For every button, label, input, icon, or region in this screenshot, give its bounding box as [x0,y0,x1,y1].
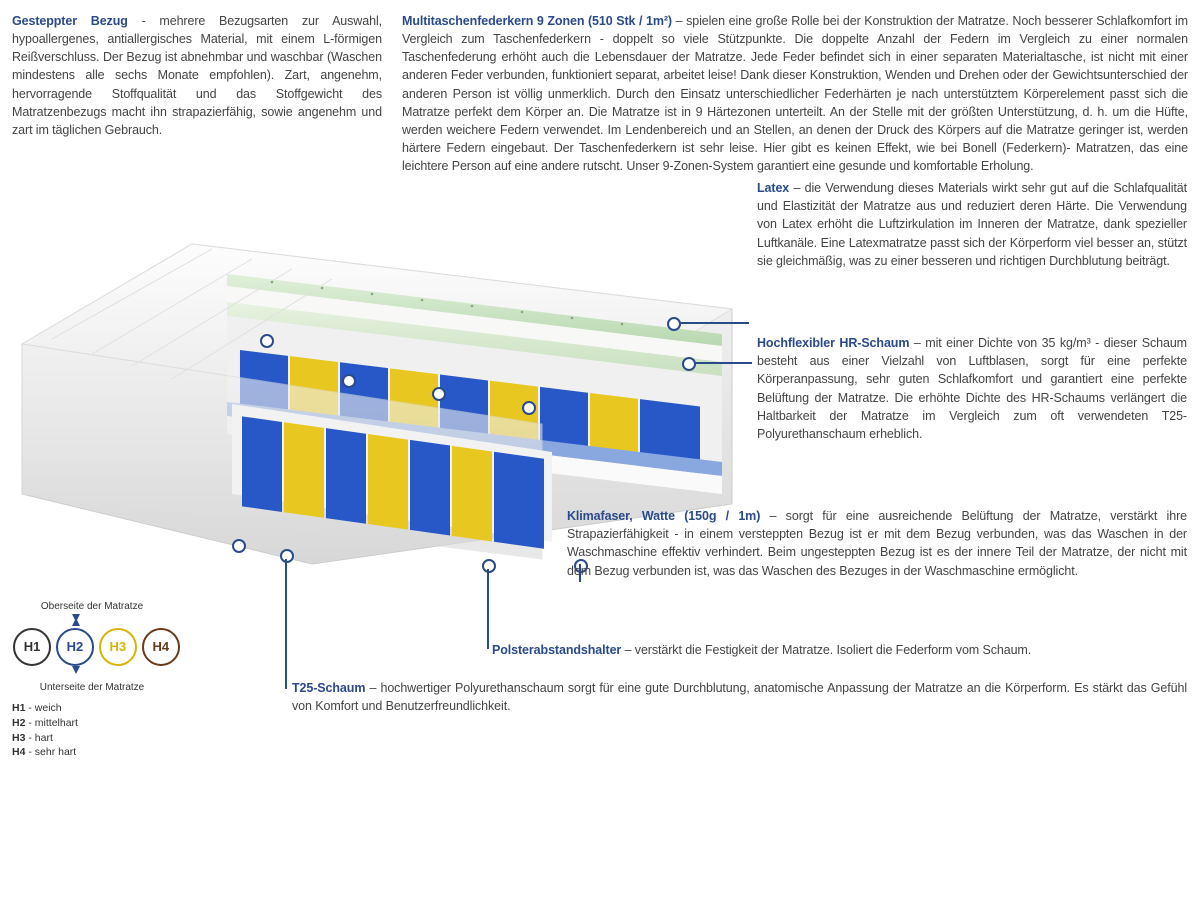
unter-label: Unterseite der Matratze [12,682,172,693]
polster-block: Polsterabstandshalter – verstärkt die Fe… [492,641,1187,659]
h1-circle: H1 [13,628,51,666]
klima-title: Klimafaser, Watte (150g / 1m) [567,509,760,523]
t25-body: – hochwertiger Polyurethanschaum sorgt f… [292,681,1187,713]
hardness-legend: Oberseite der Matratze H1 H2 H3 H4 Unter… [12,599,181,760]
polster-body: – verstärkt die Festigkeit der Matratze.… [621,643,1031,657]
multi-body: – spielen eine große Rolle bei der Konst… [402,14,1188,173]
polster-title: Polsterabstandshalter [492,643,621,657]
multi-title: Multitaschenfederkern 9 Zonen (510 Stk /… [402,14,672,28]
latex-block: Latex – die Verwendung dieses Materials … [757,179,1187,270]
bezug-block: Gesteppter Bezug - mehrere Bezugsarten z… [12,12,382,175]
t25-title: T25-Schaum [292,681,365,695]
multi-block: Multitaschenfederkern 9 Zonen (510 Stk /… [402,12,1188,175]
bezug-body: - mehrere Bezugsarten zur Auswahl, hypoa… [12,14,382,137]
hr-body: – mit einer Dichte von 35 kg/m³ - dieser… [757,336,1187,441]
hardness-list: H1 - weich H2 - mittelhart H3 - hart H4 … [12,701,181,760]
h3-circle: H3 [99,628,137,666]
h2-circle: H2 [56,628,94,666]
bezug-title: Gesteppter Bezug [12,14,128,28]
latex-body: – die Verwendung dieses Materials wirkt … [757,181,1187,268]
t25-block: T25-Schaum – hochwertiger Polyurethansch… [292,679,1187,715]
h4-circle: H4 [142,628,180,666]
hr-block: Hochflexibler HR-Schaum – mit einer Dich… [757,334,1187,443]
hr-title: Hochflexibler HR-Schaum [757,336,909,350]
latex-title: Latex [757,181,789,195]
ober-label: Oberseite der Matratze [12,601,172,612]
klima-block: Klimafaser, Watte (150g / 1m) – sorgt fü… [567,507,1187,580]
